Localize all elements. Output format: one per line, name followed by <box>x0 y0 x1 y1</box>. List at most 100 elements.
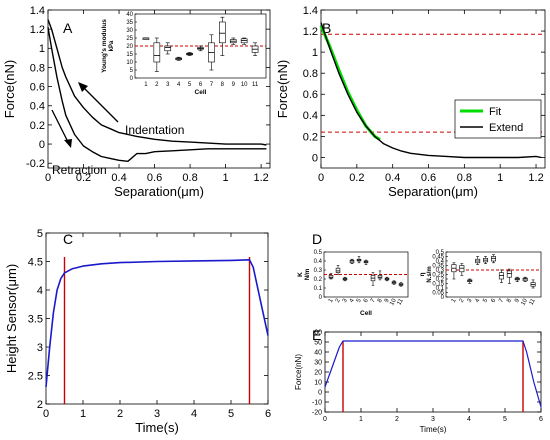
series-line <box>319 25 381 141</box>
series-line <box>45 258 269 387</box>
x-tick-label: 0.8 <box>457 172 472 184</box>
y-tick-label: -20 <box>312 409 322 416</box>
x-tick-label: 1.2 <box>253 172 268 184</box>
y-tick-label: 1.2 <box>30 24 45 36</box>
y-tick-label: 25 <box>126 36 133 42</box>
y-tick-label: 0.6 <box>303 89 318 101</box>
y-tick-label: 1.4 <box>303 5 318 17</box>
x-tick-label: 11 <box>396 297 405 306</box>
panel-letter-b: B <box>322 20 331 36</box>
box-body <box>522 277 528 282</box>
y-tick-label: 0.05 <box>432 291 444 297</box>
y-tick-label: 0.4 <box>436 259 445 265</box>
y-tick-label: 35 <box>126 20 133 26</box>
x-tick-label: 11 <box>529 297 538 306</box>
panel-e: 0 1 2 3 4 5 6 -20 -10 0 10 20 30 40 50 60 Time(s) Force(n… <box>294 329 543 434</box>
box-body <box>153 42 161 63</box>
x-tick-label: 2 <box>335 297 342 303</box>
y-tick-label: 50 <box>314 339 322 346</box>
x-tick-label: 7 <box>498 297 505 303</box>
y-tick-label: 3 <box>37 342 43 354</box>
y-tick-label: 10 <box>314 379 322 386</box>
y-tick-label: 0.35 <box>432 264 444 270</box>
y-tick-label: 1.4 <box>30 5 45 17</box>
x-axis-label: Time(s) <box>420 425 447 434</box>
x-tick-label: 2 <box>155 82 159 88</box>
x-tick-label: 1 <box>328 297 335 303</box>
y-tick-label: 5 <box>130 68 134 74</box>
y-tick-label: 0 <box>441 295 445 301</box>
panel-letter-a: A <box>63 20 73 36</box>
y-axis-label: Force(nN) <box>294 354 303 390</box>
x-tick-label: 0.4 <box>111 172 126 184</box>
x-tick-label: 0.2 <box>349 172 364 184</box>
y-tick-label: 20 <box>314 369 322 376</box>
legend-label-fit: Fit <box>489 106 501 118</box>
y-tick-label: 0.3 <box>314 268 323 274</box>
series-line <box>47 27 267 163</box>
box-body <box>491 256 496 262</box>
x-tick-label: 6 <box>490 297 497 303</box>
y-tick-label: 0.25 <box>432 273 444 279</box>
panel-letter-e: E <box>312 327 321 343</box>
box-body <box>219 21 226 44</box>
x-tick-label: 1.2 <box>528 172 543 184</box>
x-tick-label: 3 <box>166 82 170 88</box>
y-tick-label: 0 <box>39 139 45 151</box>
x-tick-label: 0 <box>45 172 51 184</box>
x-tick-label: 4 <box>191 408 197 420</box>
y-tick-label: 4.5 <box>28 256 43 268</box>
y-tick-label: 40 <box>126 12 133 18</box>
x-tick-label: 6 <box>199 82 203 88</box>
x-tick-label: 11 <box>252 82 259 88</box>
y-axis-label: K <box>297 272 304 277</box>
series-line <box>324 340 542 408</box>
y-axis-label-unit: kPa <box>109 40 115 51</box>
y-tick-label: 0.4 <box>314 259 323 265</box>
x-tick-label: 3 <box>154 408 160 420</box>
y-tick-label: 1.2 <box>303 26 318 38</box>
y-tick-label: 0.2 <box>314 277 323 283</box>
y-axis-label: η <box>419 272 426 276</box>
y-tick-label: 40 <box>314 349 322 356</box>
panel-letter-c: C <box>63 231 73 247</box>
y-tick-label: 0.4 <box>303 110 318 122</box>
panel-a: 0 0.2 0.4 0.6 0.8 1 1.2-0.200.20.40.60.811.21.… <box>2 5 271 199</box>
box-body <box>328 275 334 279</box>
y-tick-label: 0.5 <box>314 250 323 256</box>
x-axis-label: Cell <box>195 89 207 96</box>
annotation-indentation: Indentation <box>125 123 184 137</box>
y-tick-label: 1 <box>39 43 45 55</box>
y-tick-label: 0.2 <box>303 131 318 143</box>
x-tick-label: 4 <box>177 82 181 88</box>
arrow-indentation <box>81 85 119 123</box>
y-tick-label: 2 <box>37 399 43 411</box>
x-tick-label: 4 <box>475 297 482 303</box>
y-tick-label: 0 <box>130 76 134 82</box>
x-tick-label: 9 <box>232 82 236 88</box>
plot-frame <box>320 9 546 169</box>
y-tick-label: 0.15 <box>432 282 444 288</box>
box-body <box>377 275 383 279</box>
x-tick-label: 3 <box>467 297 474 303</box>
panel-letter-d: D <box>312 231 322 247</box>
y-tick-label: 20 <box>126 44 133 50</box>
x-tick-label: 2 <box>117 408 123 420</box>
x-tick-label: 3 <box>342 297 349 303</box>
x-axis-label: Time(s) <box>135 420 179 435</box>
box-body <box>506 270 512 278</box>
y-axis-label: Young's modulus <box>101 19 108 73</box>
x-tick-label: 10 <box>389 297 398 306</box>
x-axis-label: Separation(μm) <box>388 184 478 199</box>
x-tick-label: 0.8 <box>182 172 197 184</box>
x-tick-label: 2 <box>395 416 399 423</box>
plot-frame <box>47 9 271 169</box>
y-axis-label: Height Sensor(μm) <box>4 264 19 373</box>
box-body <box>335 267 341 274</box>
y-tick-label: 0.8 <box>303 68 318 80</box>
y-tick-label: 0.3 <box>436 268 445 274</box>
y-tick-label: 0.6 <box>30 81 45 93</box>
x-tick-label: 0.6 <box>147 172 162 184</box>
x-tick-label: 6 <box>539 416 543 423</box>
